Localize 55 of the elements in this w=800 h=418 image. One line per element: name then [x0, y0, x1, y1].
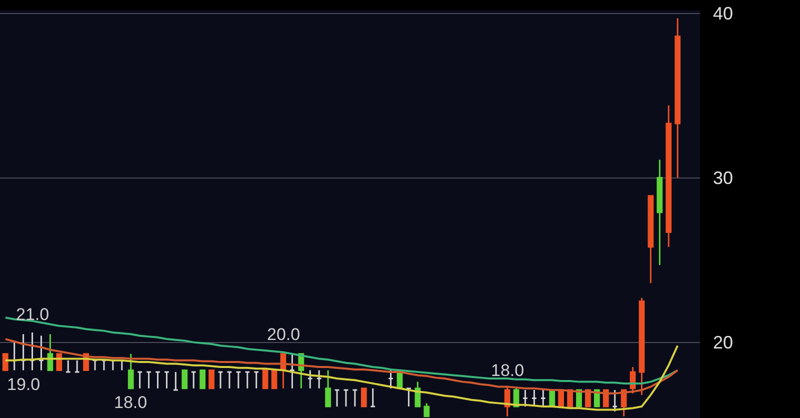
candlestick: [235, 371, 242, 390]
annotation: 20.0: [267, 325, 300, 344]
candlestick: [200, 370, 206, 390]
annotation: 18.0: [114, 393, 148, 412]
candlestick: [343, 389, 349, 408]
annotation: 19.0: [7, 375, 40, 394]
candlestick: [74, 360, 80, 373]
candlestick: [370, 388, 376, 408]
candlestick: [334, 389, 340, 408]
candlestick: [2, 353, 8, 372]
candlestick: [612, 389, 618, 412]
candlestick: [666, 104, 672, 248]
candlestick: [253, 371, 260, 390]
candlestick: [208, 370, 214, 390]
candlestick: [92, 360, 98, 372]
candlestick: [190, 371, 197, 390]
y-tick-label: 30: [713, 168, 734, 188]
candlestick: [164, 371, 170, 390]
candlestick: [522, 389, 528, 408]
candlestick: [414, 381, 421, 408]
y-tick-label: 20: [713, 332, 734, 353]
candlestick: [262, 370, 268, 390]
candlestick: [146, 371, 152, 390]
candlestick: [648, 195, 654, 284]
line-series: [4, 344, 679, 411]
candlestick: [38, 334, 44, 372]
candlestick: [352, 389, 358, 408]
candlestick: [540, 389, 546, 408]
candlestick: [226, 371, 232, 390]
candlestick: [307, 370, 314, 390]
candlestick: [29, 332, 36, 372]
y-tick-label: 40: [713, 4, 734, 24]
candlestick: [638, 297, 645, 396]
candlestick: [316, 370, 322, 390]
candlestick: [531, 389, 538, 408]
candlestick: [406, 388, 412, 408]
candlestick: [128, 353, 134, 390]
candlestick: [65, 360, 72, 373]
candlestick: [360, 388, 367, 408]
candlestick: [218, 371, 224, 390]
candlestick: [388, 370, 394, 390]
candlestick: [182, 370, 188, 390]
candlestick: [136, 371, 143, 390]
candlestick: [172, 371, 179, 391]
annotation: 18.0: [491, 361, 524, 380]
candlestick: [424, 402, 430, 418]
candlestick: [325, 370, 331, 408]
candlestick: [244, 371, 250, 390]
candlestick: [620, 389, 627, 418]
candlestick: [674, 17, 681, 179]
candlestick: [289, 353, 296, 390]
candlestick: [154, 371, 161, 390]
candlestick: [47, 333, 54, 372]
annotation: 21.0: [16, 305, 50, 324]
candlestick: [656, 158, 663, 266]
